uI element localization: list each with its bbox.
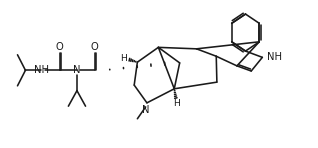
Text: H: H <box>173 99 180 108</box>
Text: H: H <box>121 54 128 63</box>
Text: NH: NH <box>267 52 282 62</box>
Text: N: N <box>142 105 149 115</box>
Text: O: O <box>56 42 64 52</box>
Text: NH: NH <box>33 65 49 75</box>
Text: N: N <box>73 65 81 75</box>
Text: O: O <box>91 42 99 52</box>
